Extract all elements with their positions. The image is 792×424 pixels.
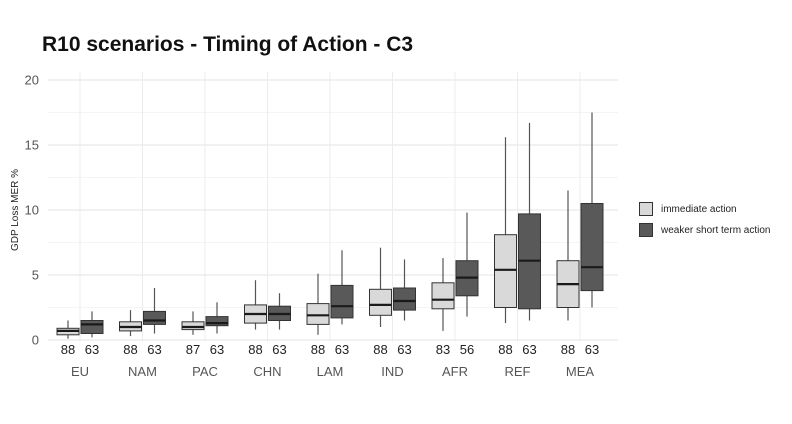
y-tick-label: 20 <box>25 73 39 88</box>
box-iqr <box>369 288 392 316</box>
legend-item-immediate-action: immediate action <box>639 199 771 219</box>
count-label-ref-weaker-short-term-action: 63 <box>522 342 536 357</box>
x-axis: EU NAM PAC CHN LAM IND AFR REF MEA <box>71 364 594 379</box>
box-chn-weaker-short-term-action <box>268 293 291 330</box>
legend-label-immediate-action: immediate action <box>661 203 737 215</box>
box-ind-immediate-action <box>369 247 392 327</box>
grid-lines <box>48 72 618 342</box>
x-tick-label-mea: MEA <box>566 364 595 379</box>
box-afr-weaker-short-term-action <box>455 212 479 317</box>
count-label-mea-immediate-action: 88 <box>561 342 575 357</box>
legend-swatch-immediate-action <box>639 202 653 216</box>
box-iqr <box>393 287 416 311</box>
x-tick-label-pac: PAC <box>192 364 218 379</box>
box-mea-immediate-action <box>556 190 580 321</box>
legend-item-weaker-short-term-action: weaker short term action <box>639 220 771 240</box>
box-eu-immediate-action <box>56 320 80 339</box>
box-pac-immediate-action <box>181 311 205 335</box>
box-pac-weaker-short-term-action <box>205 302 229 334</box>
box-chn-immediate-action <box>244 280 267 330</box>
box-iqr <box>306 303 330 325</box>
box-ref-immediate-action <box>494 137 517 324</box>
box-iqr <box>80 320 104 334</box>
legend-swatch-weaker-short-term-action <box>639 223 653 237</box>
x-tick-label-eu: EU <box>71 364 89 379</box>
count-label-pac-weaker-short-term-action: 63 <box>210 342 224 357</box>
box-eu-weaker-short-term-action <box>80 311 104 338</box>
count-label-eu-weaker-short-term-action: 63 <box>85 342 99 357</box>
count-label-chn-weaker-short-term-action: 63 <box>272 342 286 357</box>
count-label-ind-weaker-short-term-action: 63 <box>397 342 411 357</box>
box-iqr <box>330 284 354 319</box>
box-iqr <box>580 203 604 292</box>
y-tick-label: 10 <box>25 203 39 218</box>
x-tick-label-lam: LAM <box>317 364 344 379</box>
count-label-ref-immediate-action: 88 <box>498 342 512 357</box>
box-iqr <box>143 310 166 325</box>
box-lam-immediate-action <box>306 273 330 335</box>
box-nam-immediate-action <box>119 310 142 337</box>
box-lam-weaker-short-term-action <box>330 250 354 325</box>
box-iqr <box>494 234 517 308</box>
chart-title: R10 scenarios - Timing of Action - C3 <box>42 33 414 56</box>
y-tick-label: 15 <box>25 138 39 153</box>
count-label-lam-weaker-short-term-action: 63 <box>335 342 349 357</box>
box-afr-immediate-action <box>431 258 455 331</box>
count-label-afr-immediate-action: 83 <box>436 342 450 357</box>
box-iqr <box>181 321 205 331</box>
x-tick-label-ind: IND <box>381 364 403 379</box>
box-mea-weaker-short-term-action <box>580 112 604 308</box>
box-plots <box>56 112 604 339</box>
count-label-ind-immediate-action: 88 <box>373 342 387 357</box>
box-ind-weaker-short-term-action <box>393 259 416 321</box>
y-tick-label: 5 <box>32 268 39 283</box>
box-nam-weaker-short-term-action <box>143 288 166 334</box>
y-tick-label: 0 <box>32 333 39 348</box>
count-label-lam-immediate-action: 88 <box>311 342 325 357</box>
count-label-eu-immediate-action: 88 <box>61 342 75 357</box>
count-label-nam-weaker-short-term-action: 63 <box>147 342 161 357</box>
count-label-nam-immediate-action: 88 <box>123 342 137 357</box>
x-tick-label-ref: REF <box>505 364 531 379</box>
x-tick-label-chn: CHN <box>253 364 281 379</box>
count-label-mea-weaker-short-term-action: 63 <box>585 342 599 357</box>
count-label-chn-immediate-action: 88 <box>248 342 262 357</box>
box-ref-weaker-short-term-action <box>518 122 541 321</box>
y-axis: 0 5 10 15 20 <box>25 73 39 348</box>
count-label-afr-weaker-short-term-action: 56 <box>460 342 474 357</box>
sample-counts: 88 88 87 88 88 88 83 88 88 63 63 63 63 63 63 56 63 63 <box>61 342 599 357</box>
y-axis-title: GDP Loss MER % <box>10 169 21 251</box>
legend-label-weaker-short-term-action: weaker short term action <box>661 224 771 236</box>
count-label-pac-immediate-action: 87 <box>186 342 200 357</box>
box-iqr <box>431 282 455 310</box>
box-iqr <box>205 316 229 327</box>
x-tick-label-nam: NAM <box>128 364 157 379</box>
legend: immediate action weaker short term actio… <box>639 199 771 241</box>
x-tick-label-afr: AFR <box>442 364 468 379</box>
